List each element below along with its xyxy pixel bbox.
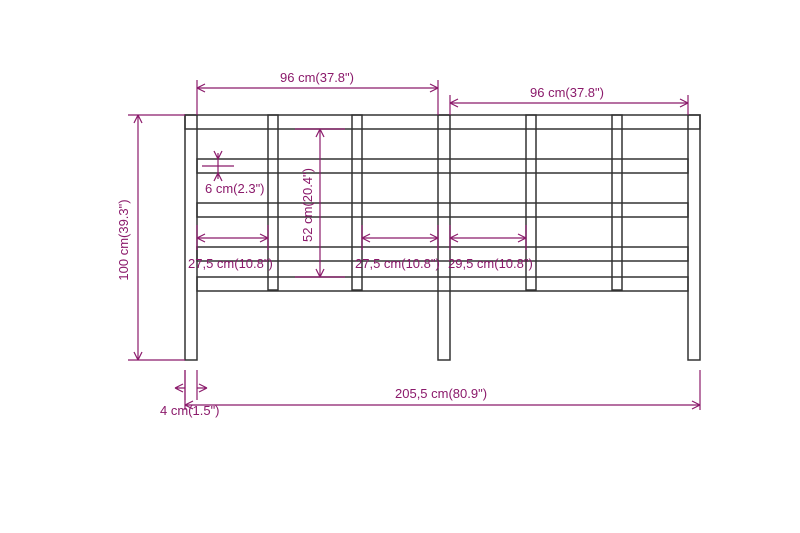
dim-width-top-left: 96 cm(37.8"): [280, 70, 354, 85]
dim-width-top-right: 96 cm(37.8"): [530, 85, 604, 100]
dim-width-bottom: 205,5 cm(80.9"): [395, 386, 487, 401]
dim-gap-right: 29,5 cm(10.8"): [448, 256, 533, 271]
dimension-diagram: 96 cm(37.8") 96 cm(37.8") 100 cm(39.3") …: [0, 0, 800, 533]
dim-gap-center: 27,5 cm(10.8"): [355, 256, 440, 271]
dim-height-left: 100 cm(39.3"): [116, 199, 131, 280]
dim-gap-left: 27,5 cm(10.8"): [188, 256, 273, 271]
dim-slat-height: 6 cm(2.3"): [205, 181, 265, 196]
dim-inner-height: 52 cm(20.4"): [300, 168, 315, 242]
